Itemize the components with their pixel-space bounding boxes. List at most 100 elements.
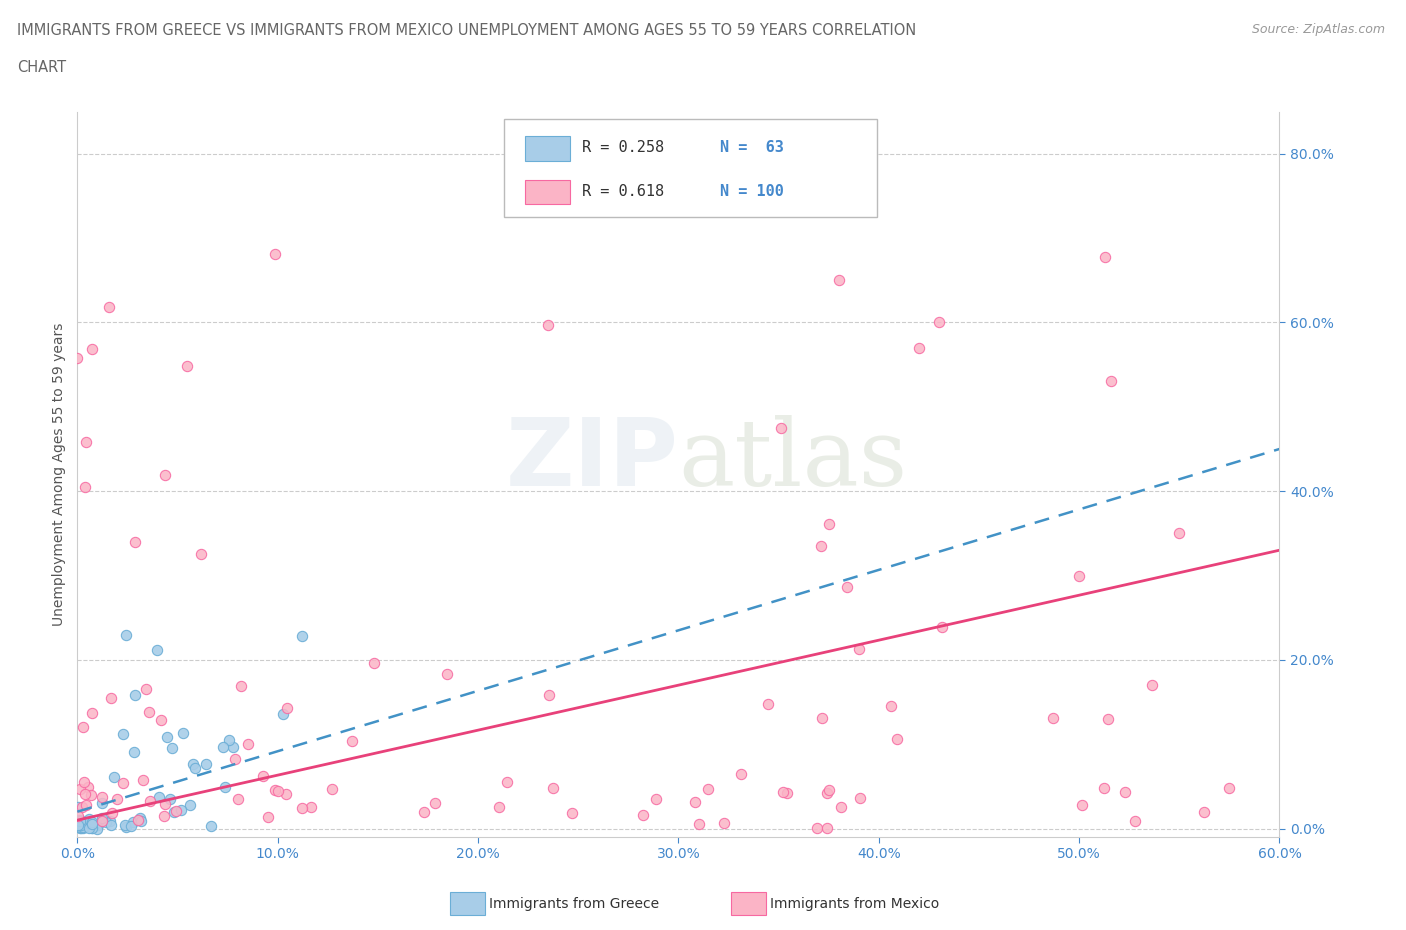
Point xyxy=(276,700,298,715)
Point xyxy=(488,800,510,815)
Point xyxy=(127,813,149,828)
Point xyxy=(75,434,97,449)
Point xyxy=(80,788,103,803)
Point xyxy=(811,711,834,725)
Point xyxy=(80,815,103,830)
Point xyxy=(160,740,183,755)
Point xyxy=(770,420,793,435)
Point xyxy=(818,783,841,798)
Point xyxy=(291,629,314,644)
Point xyxy=(156,729,179,744)
Point xyxy=(100,690,122,705)
Point xyxy=(537,687,560,702)
Point xyxy=(229,678,252,693)
Point xyxy=(776,785,799,800)
Point xyxy=(80,706,103,721)
Point xyxy=(537,317,560,332)
Point xyxy=(105,791,128,806)
Point xyxy=(815,785,838,800)
Point xyxy=(129,810,152,825)
Point xyxy=(172,725,194,740)
Point xyxy=(69,819,91,834)
Point xyxy=(112,727,135,742)
Point xyxy=(165,804,187,818)
Point xyxy=(77,779,100,794)
Point xyxy=(66,351,89,365)
Point xyxy=(806,820,828,835)
Point xyxy=(67,799,90,814)
Point xyxy=(87,817,110,832)
Point xyxy=(1123,814,1146,829)
Point xyxy=(828,272,851,287)
Point xyxy=(835,579,858,594)
Point xyxy=(91,796,114,811)
Point xyxy=(183,757,205,772)
Point xyxy=(299,799,322,814)
Point xyxy=(90,814,112,829)
Point xyxy=(200,818,222,833)
Text: R = 0.618: R = 0.618 xyxy=(582,184,665,199)
Point xyxy=(73,787,96,802)
Point xyxy=(97,299,120,314)
Point xyxy=(321,781,343,796)
Point xyxy=(100,818,122,833)
Point xyxy=(66,813,89,828)
Point xyxy=(1042,711,1064,725)
Text: IMMIGRANTS FROM GREECE VS IMMIGRANTS FROM MEXICO UNEMPLOYMENT AMONG AGES 55 TO 5: IMMIGRANTS FROM GREECE VS IMMIGRANTS FRO… xyxy=(17,23,917,38)
Point xyxy=(149,713,172,728)
Point xyxy=(82,821,104,836)
Point xyxy=(880,698,903,713)
Point xyxy=(69,821,91,836)
Bar xyxy=(524,136,571,161)
Text: R = 0.258: R = 0.258 xyxy=(582,140,665,155)
Point xyxy=(129,814,152,829)
Point xyxy=(145,643,167,658)
Point xyxy=(363,656,385,671)
Text: atlas: atlas xyxy=(679,415,908,505)
Point xyxy=(818,516,841,531)
Point xyxy=(541,780,564,795)
Point xyxy=(810,538,832,553)
Bar xyxy=(524,179,571,205)
Point xyxy=(267,783,290,798)
Point xyxy=(176,359,198,374)
Point xyxy=(67,817,90,832)
Point xyxy=(257,809,280,824)
Text: Source: ZipAtlas.com: Source: ZipAtlas.com xyxy=(1251,23,1385,36)
Point xyxy=(70,817,93,832)
Point xyxy=(273,707,295,722)
Point xyxy=(683,794,706,809)
Point xyxy=(423,795,446,810)
Point xyxy=(120,818,142,833)
Point xyxy=(69,781,91,796)
Point xyxy=(228,791,250,806)
Point xyxy=(886,731,908,746)
FancyBboxPatch shape xyxy=(505,119,877,217)
Point xyxy=(688,817,710,832)
Point xyxy=(75,817,97,831)
Point xyxy=(252,768,274,783)
Text: ZIP: ZIP xyxy=(506,414,679,506)
Point xyxy=(274,787,297,802)
Point xyxy=(224,751,246,766)
Point xyxy=(1218,780,1240,795)
Point xyxy=(103,770,125,785)
Point xyxy=(179,798,201,813)
Point xyxy=(122,745,145,760)
Point xyxy=(561,806,583,821)
Point xyxy=(928,315,950,330)
Point xyxy=(153,797,176,812)
Point xyxy=(218,733,240,748)
Point xyxy=(713,816,735,830)
Point xyxy=(77,811,100,826)
Point xyxy=(72,819,94,834)
Point xyxy=(80,341,103,356)
Point xyxy=(86,821,108,836)
Point xyxy=(1168,525,1191,540)
Point xyxy=(1069,568,1091,583)
Point xyxy=(772,784,794,799)
Point xyxy=(122,815,145,830)
Point xyxy=(155,467,177,482)
Point xyxy=(1142,678,1164,693)
Point xyxy=(73,775,96,790)
